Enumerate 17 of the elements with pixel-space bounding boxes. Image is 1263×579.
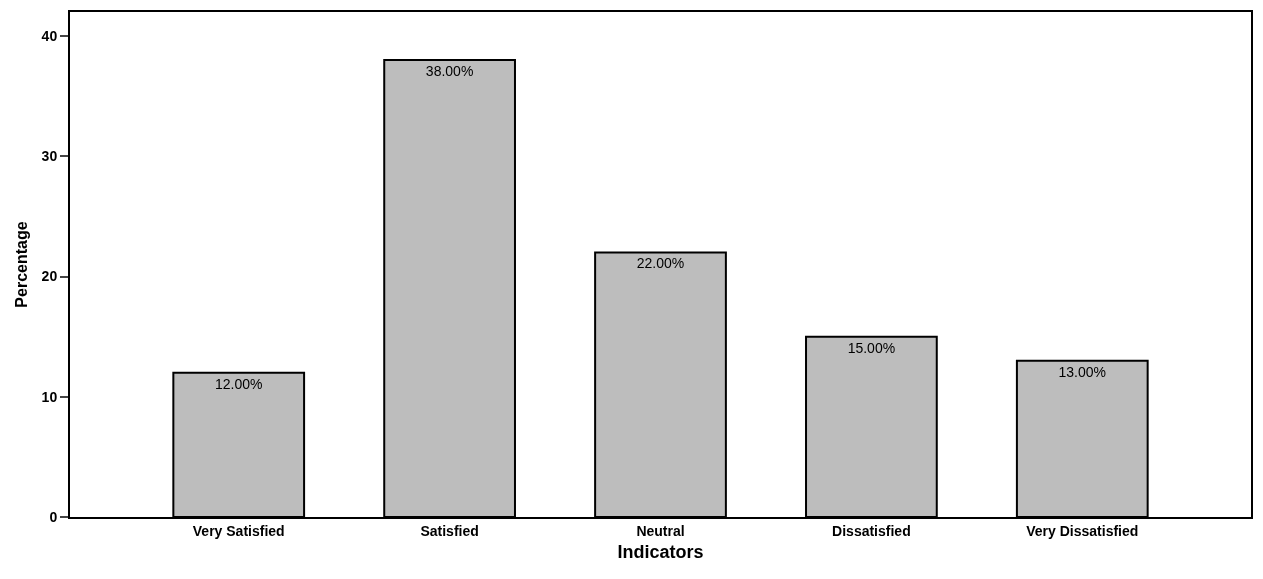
x-axis-title: Indicators bbox=[617, 542, 704, 563]
data-label: 12.00% bbox=[214, 375, 263, 392]
data-label: 15.00% bbox=[847, 339, 896, 356]
x-tick-label: Neutral bbox=[636, 522, 685, 539]
x-tick-label: Very Satisfied bbox=[192, 522, 285, 539]
y-tick-label: 0 bbox=[49, 508, 58, 525]
data-label: 13.00% bbox=[1058, 363, 1107, 380]
y-tick-label: 30 bbox=[41, 148, 58, 165]
x-tick-label: Satisfied bbox=[420, 522, 479, 539]
y-tick-label: 40 bbox=[41, 27, 58, 44]
x-tick-label: Very Dissatisfied bbox=[1026, 522, 1139, 539]
y-tick-label: 10 bbox=[41, 388, 58, 405]
data-label: 38.00% bbox=[425, 63, 474, 80]
y-tick-label: 20 bbox=[41, 268, 58, 285]
x-tick-label: Dissatisfied bbox=[832, 522, 911, 539]
data-label: 22.00% bbox=[636, 255, 685, 272]
y-axis-title: Percentage bbox=[13, 221, 30, 308]
